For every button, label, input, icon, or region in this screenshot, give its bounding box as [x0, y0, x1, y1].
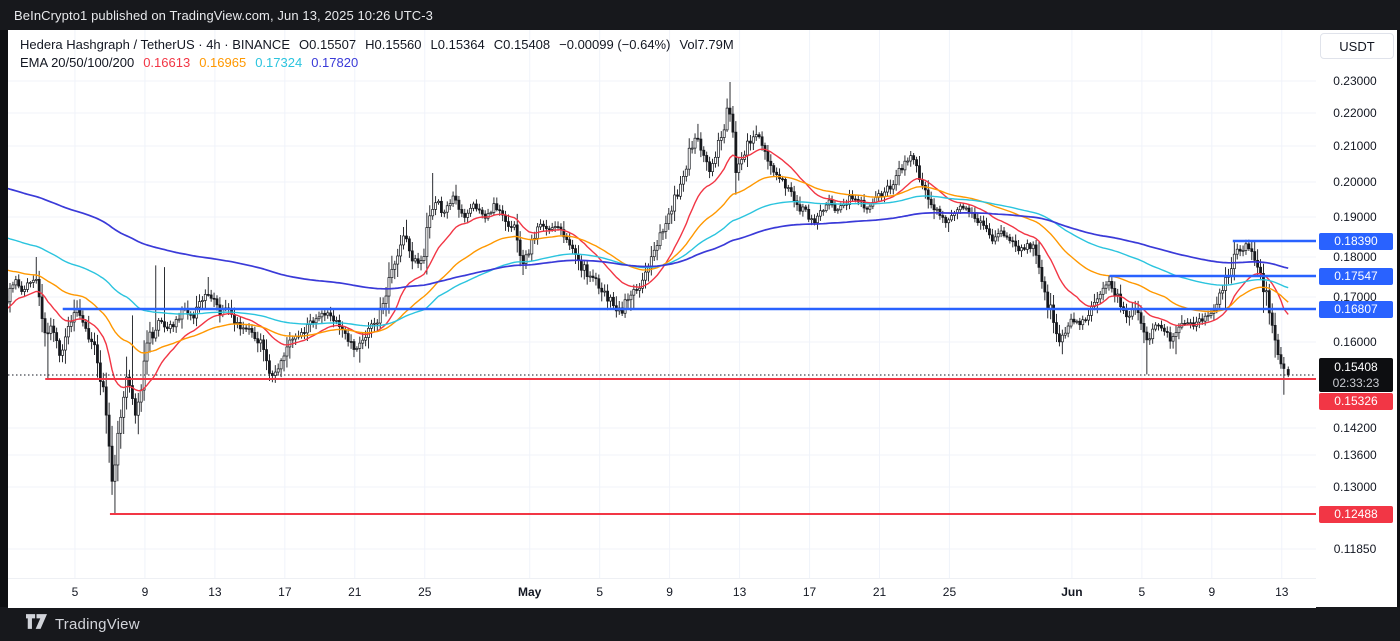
- res-18390-price-chip: 0.18390: [1319, 232, 1393, 250]
- price-axis[interactable]: 0.23000 0.22000 0.21000 0.20000 0.19000 0.180…: [1316, 30, 1397, 578]
- price-tick-label: 0.20000: [1333, 175, 1377, 189]
- ohlc-low: L0.15364: [430, 37, 485, 52]
- time-tick-label: 13: [1275, 585, 1289, 599]
- bar-countdown: 02:33:23: [1332, 376, 1380, 390]
- ema200-value: 0.17820: [311, 55, 359, 70]
- change-value: −0.00099 (−0.64%): [559, 37, 671, 52]
- res-17547-price-chip: 0.17547: [1319, 267, 1393, 285]
- level-rays[interactable]: [45, 239, 1316, 515]
- ema20-value: 0.16613: [143, 55, 191, 70]
- time-tick-label: 5: [71, 585, 79, 599]
- price-chart-canvas[interactable]: [8, 30, 1316, 578]
- time-tick-label: 13: [732, 585, 747, 599]
- ema-legend-row: EMA 20/50/100/200 0.16613 0.16965 0.1732…: [20, 54, 734, 71]
- currency-toggle-button[interactable]: USDT: [1320, 33, 1394, 59]
- attribution-text: BeInCrypto1 published on TradingView.com…: [14, 7, 434, 23]
- price-tick-label: 0.18000: [1333, 250, 1377, 264]
- ema50-line: [8, 175, 1289, 354]
- chart-legend: Hedera Hashgraph / TetherUS · 4h · BINAN…: [20, 36, 734, 71]
- attribution-bar: BeInCrypto1 published on TradingView.com…: [0, 0, 1400, 30]
- time-tick-label: Jun: [1061, 585, 1083, 599]
- time-tick-label: 25: [942, 585, 957, 599]
- sup-12488-price-chip: 0.12488: [1319, 505, 1393, 523]
- price-tick-label: 0.11850: [1333, 542, 1377, 556]
- volume-value: Vol7.79M: [679, 37, 734, 52]
- ema-lines: [8, 148, 1289, 392]
- grid-lines: [8, 30, 1316, 578]
- price-tick-label: 0.13000: [1333, 480, 1377, 494]
- symbol-title: Hedera Hashgraph / TetherUS · 4h · BINAN…: [20, 37, 290, 52]
- time-tick-label: 5: [1138, 585, 1146, 599]
- time-tick-label: May: [518, 585, 542, 599]
- ema100-line: [8, 195, 1289, 327]
- time-tick-label: 21: [348, 585, 362, 599]
- price-tick-label: 0.13600: [1333, 448, 1377, 462]
- time-tick-label: 9: [1208, 585, 1216, 599]
- chart-card: Hedera Hashgraph / TetherUS · 4h · BINAN…: [8, 30, 1397, 608]
- ema20-line: [8, 148, 1289, 392]
- ema50-value: 0.16965: [199, 55, 247, 70]
- ema-title: EMA 20/50/100/200: [20, 55, 135, 70]
- symbol-legend-row: Hedera Hashgraph / TetherUS · 4h · BINAN…: [20, 36, 734, 53]
- time-tick-label: 25: [418, 585, 432, 599]
- price-tick-label: 0.22000: [1333, 106, 1377, 120]
- candlestick-series: [8, 81, 1290, 514]
- time-tick-label: 9: [666, 585, 673, 599]
- time-tick-label: 9: [141, 585, 149, 599]
- current-price-value: 0.15408: [1334, 360, 1378, 374]
- res-16807-price-chip: 0.16807: [1319, 300, 1393, 318]
- tradingview-logo-icon: [26, 614, 47, 634]
- time-tick-label: 17: [278, 585, 292, 599]
- time-tick-label: 5: [596, 585, 603, 599]
- ema200-line: [8, 187, 1289, 290]
- price-tick-label: 0.21000: [1333, 139, 1377, 153]
- price-tick-label: 0.19000: [1333, 210, 1377, 224]
- time-tick-label: 17: [802, 585, 817, 599]
- ohlc-high: H0.15560: [365, 37, 422, 52]
- footer-bar: TradingView: [0, 607, 1400, 641]
- current-price-chip: 0.15408 02:33:23: [1319, 358, 1393, 392]
- price-tick-label: 0.23000: [1333, 74, 1377, 88]
- time-tick-label: 13: [208, 585, 222, 599]
- tradingview-brand-name: TradingView: [55, 615, 140, 633]
- price-tick-label: 0.14200: [1333, 421, 1377, 435]
- ohlc-open: O0.15507: [299, 37, 357, 52]
- ema100-value: 0.17324: [255, 55, 303, 70]
- price-tick-label: 0.16000: [1333, 335, 1377, 349]
- ohlc-close: C0.15408: [493, 37, 551, 52]
- sup-15326-price-chip: 0.15326: [1319, 393, 1393, 410]
- time-tick-label: 21: [872, 585, 887, 599]
- time-axis[interactable]: 5 9 13 17 21 25 May 5 9 13 17 21 25 Jun 5 9 13: [8, 578, 1316, 608]
